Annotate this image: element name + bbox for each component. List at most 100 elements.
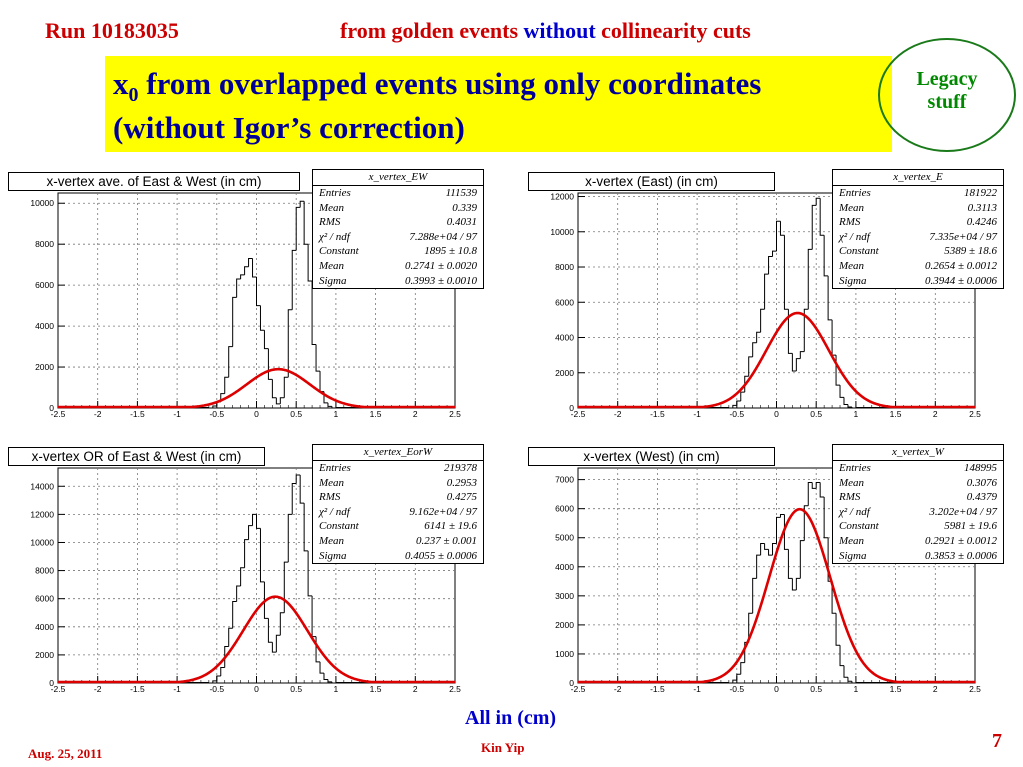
histogram-bin — [819, 198, 825, 236]
histogram-bin — [787, 549, 793, 579]
stats-key: Constant — [839, 245, 879, 258]
y-tick-label: 0 — [49, 678, 54, 688]
stats-key: Mean — [839, 201, 865, 214]
x-tick-label: 0.5 — [290, 684, 302, 694]
x-tick-label: 1.5 — [890, 409, 902, 419]
stats-value: 6141 ± 19.6 — [424, 520, 477, 533]
histogram-bin — [783, 514, 789, 550]
stats-row: χ² / ndf 9.162e+04 / 97 — [313, 505, 483, 520]
subtitle-part-c: collinearity cuts — [595, 18, 751, 43]
histogram-bin — [843, 665, 848, 678]
x-tick-label: -0.5 — [729, 409, 744, 419]
gaussian-fit-curve — [58, 595, 455, 684]
stats-row: Mean 0.3076 — [833, 476, 1003, 491]
stats-row: Sigma 0.4055 ± 0.0006 — [313, 549, 483, 564]
stats-key: Mean — [839, 534, 865, 547]
histogram-bin — [307, 550, 313, 597]
stats-key: Mean — [839, 476, 865, 489]
histogram-bin — [212, 405, 217, 408]
histogram-bin — [799, 540, 805, 579]
y-tick-label: 3000 — [555, 591, 574, 601]
stats-row: Mean 0.339 — [313, 201, 483, 216]
x-tick-label: -1.5 — [650, 684, 665, 694]
histogram-bin — [843, 397, 848, 405]
stats-row: Sigma 0.3993 ± 0.0010 — [313, 274, 483, 289]
stats-key: Sigma — [319, 549, 347, 562]
histogram-bin — [220, 667, 225, 676]
stats-row: Mean 0.3113 — [833, 201, 1003, 216]
histogram-bin — [811, 204, 817, 250]
stats-key: RMS — [319, 491, 341, 504]
x-tick-label: -0.5 — [729, 684, 744, 694]
footer-date: Aug. 25, 2011 — [28, 746, 103, 761]
stats-row: Constant 5389 ± 18.6 — [833, 244, 1003, 259]
histogram-bin — [835, 613, 841, 646]
y-tick-label: 6000 — [555, 504, 574, 514]
stats-key: χ² / ndf — [319, 230, 350, 243]
stats-key: RMS — [839, 491, 861, 504]
stats-row: Mean 0.2953 — [313, 476, 483, 491]
stats-value: 3.202e+04 / 97 — [929, 505, 997, 518]
subtitle: from golden events without collinearity … — [340, 18, 751, 44]
histogram-bin — [807, 482, 813, 506]
histogram-bin — [839, 385, 844, 398]
histogram-bin — [295, 474, 301, 484]
histogram-bin — [764, 273, 769, 310]
stats-row: Constant 5981 ± 19.6 — [833, 519, 1003, 534]
stats-row: Mean 0.2741 ± 0.0020 — [313, 259, 483, 274]
histogram-bin — [248, 525, 253, 540]
stats-value: 9.162e+04 / 97 — [409, 505, 477, 518]
stats-key: Mean — [839, 259, 865, 272]
y-tick-label: 0 — [569, 403, 574, 413]
histogram-bin — [299, 475, 305, 504]
stats-value: 0.4379 — [966, 491, 997, 504]
x-tick-label: -1 — [173, 684, 181, 694]
histogram-bin — [760, 543, 765, 556]
stats-value: 0.3076 — [966, 476, 997, 489]
histogram-bin — [823, 235, 829, 277]
x-tick-label: 0 — [774, 409, 779, 419]
y-tick-label: 10000 — [30, 198, 54, 208]
stats-key: Mean — [319, 259, 345, 272]
histogram-bin — [851, 681, 856, 684]
histogram-bin — [283, 561, 289, 613]
histogram-bin — [823, 497, 829, 539]
stats-value: 0.3853 ± 0.0006 — [924, 549, 997, 562]
stats-row: RMS 0.4246 — [833, 215, 1003, 230]
y-tick-label: 14000 — [30, 481, 54, 491]
histogram-bin — [752, 577, 757, 614]
x-tick-label: 1 — [334, 684, 339, 694]
stats-value: 0.3944 ± 0.0006 — [924, 274, 997, 287]
stats-value: 5389 ± 18.6 — [944, 245, 997, 258]
histogram-bin — [216, 675, 221, 681]
x-tick-label: 2.5 — [969, 684, 981, 694]
legacy-badge-line1: Legacy — [916, 68, 978, 90]
histogram-bin — [291, 249, 297, 310]
histogram-bin — [776, 220, 781, 252]
stats-box-title: x_vertex_EW — [313, 170, 483, 186]
stats-box-title: x_vertex_W — [833, 445, 1003, 461]
histogram-bin — [224, 376, 229, 394]
histogram-bin — [752, 342, 757, 357]
stats-key: Sigma — [839, 549, 867, 562]
histogram-bin — [267, 618, 273, 643]
histogram-bin — [287, 309, 293, 378]
x-tick-label: 2 — [933, 409, 938, 419]
histogram-bin — [236, 278, 241, 298]
histogram-bin — [287, 513, 293, 563]
stats-key: Entries — [319, 187, 351, 199]
histogram-bin — [331, 406, 336, 409]
histogram-bin — [327, 679, 332, 683]
stats-row: Mean 0.237 ± 0.001 — [313, 534, 483, 549]
x-tick-label: 0.5 — [290, 409, 302, 419]
stats-row: Mean 0.2921 ± 0.0012 — [833, 534, 1003, 549]
histogram-bin — [299, 200, 305, 208]
histogram-bin — [807, 248, 813, 310]
stats-row: Mean 0.2654 ± 0.0012 — [833, 259, 1003, 274]
histogram-title: x-vertex (West) (in cm) — [528, 447, 775, 466]
subtitle-part-a: from golden events — [340, 18, 524, 43]
x-tick-label: -1 — [693, 409, 701, 419]
stats-key: Sigma — [319, 274, 347, 287]
slide-title-box: x0 from overlapped events using only coo… — [105, 56, 892, 152]
y-tick-label: 8000 — [35, 239, 54, 249]
